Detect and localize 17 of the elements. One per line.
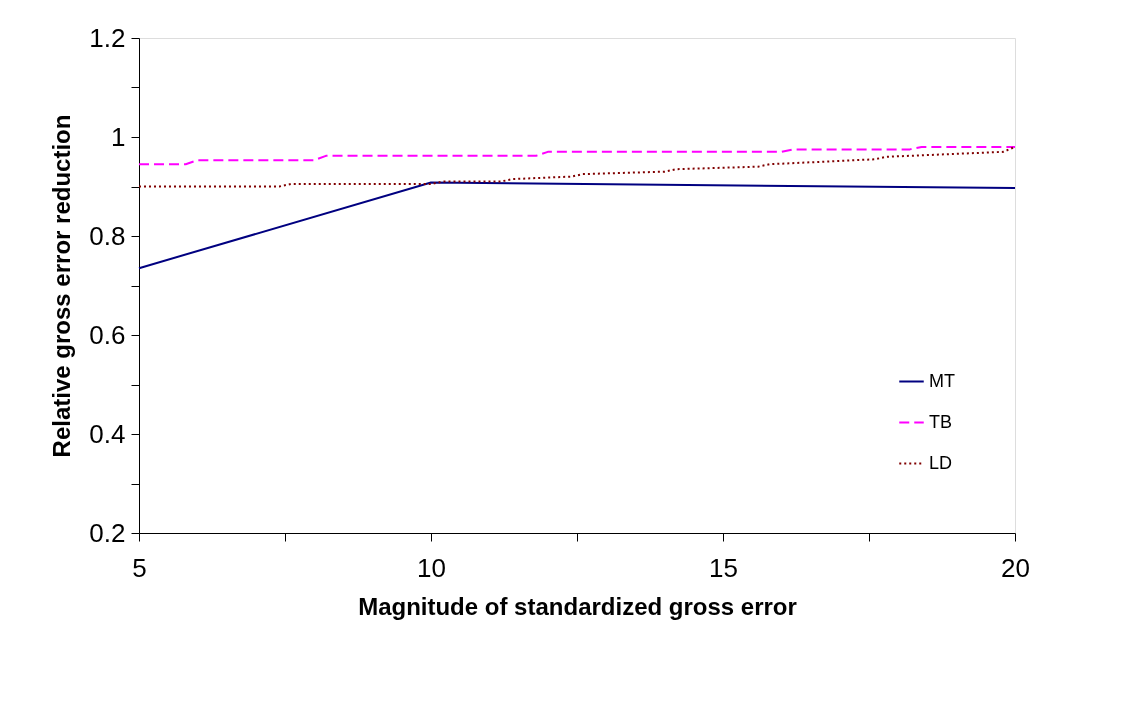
y-tick-label: 0.6 [89, 319, 126, 350]
legend-label: TB [929, 411, 953, 432]
legend-label: LD [929, 452, 953, 473]
x-axis-title: Magnitude of standardized gross error [358, 592, 797, 620]
x-tick-label: 10 [417, 552, 446, 583]
y-tick-label: 0.2 [89, 517, 126, 548]
x-tick-label: 20 [1001, 552, 1030, 583]
x-tick-label: 15 [709, 552, 738, 583]
y-axis-title: Relative gross error reduction [48, 114, 76, 458]
line-series [138, 145, 1016, 188]
x-tick-label: 5 [132, 552, 147, 583]
y-tick-label: 1 [111, 121, 126, 152]
legend-label: MT [929, 370, 955, 391]
line-series [138, 145, 1016, 166]
y-tick-label: 0.8 [89, 220, 126, 251]
y-tick-label: 1.2 [89, 22, 126, 53]
y-tick-label: 0.4 [89, 418, 126, 449]
